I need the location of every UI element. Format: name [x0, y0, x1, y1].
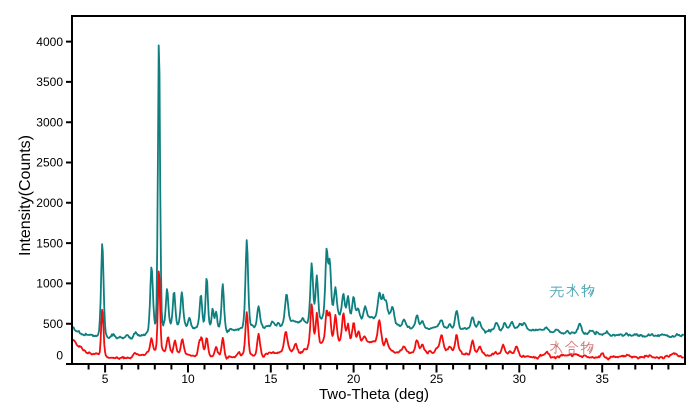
svg-text:2000: 2000	[36, 196, 63, 210]
svg-text:3000: 3000	[36, 115, 63, 129]
svg-text:2500: 2500	[36, 156, 63, 170]
svg-text:25: 25	[430, 372, 444, 386]
svg-text:4000: 4000	[36, 35, 63, 49]
svg-text:5: 5	[102, 372, 109, 386]
svg-text:20: 20	[347, 372, 361, 386]
svg-text:Two-Theta (deg): Two-Theta (deg)	[319, 386, 429, 403]
svg-text:Intensity(Counts): Intensity(Counts)	[17, 135, 34, 256]
svg-text:10: 10	[181, 372, 195, 386]
svg-text:1500: 1500	[36, 236, 63, 250]
svg-text:3500: 3500	[36, 75, 63, 89]
svg-text:0: 0	[56, 349, 63, 363]
svg-text:15: 15	[264, 372, 278, 386]
svg-text:1000: 1000	[36, 277, 63, 291]
svg-text:35: 35	[596, 372, 610, 386]
svg-text:30: 30	[513, 372, 527, 386]
svg-text:500: 500	[43, 317, 63, 331]
